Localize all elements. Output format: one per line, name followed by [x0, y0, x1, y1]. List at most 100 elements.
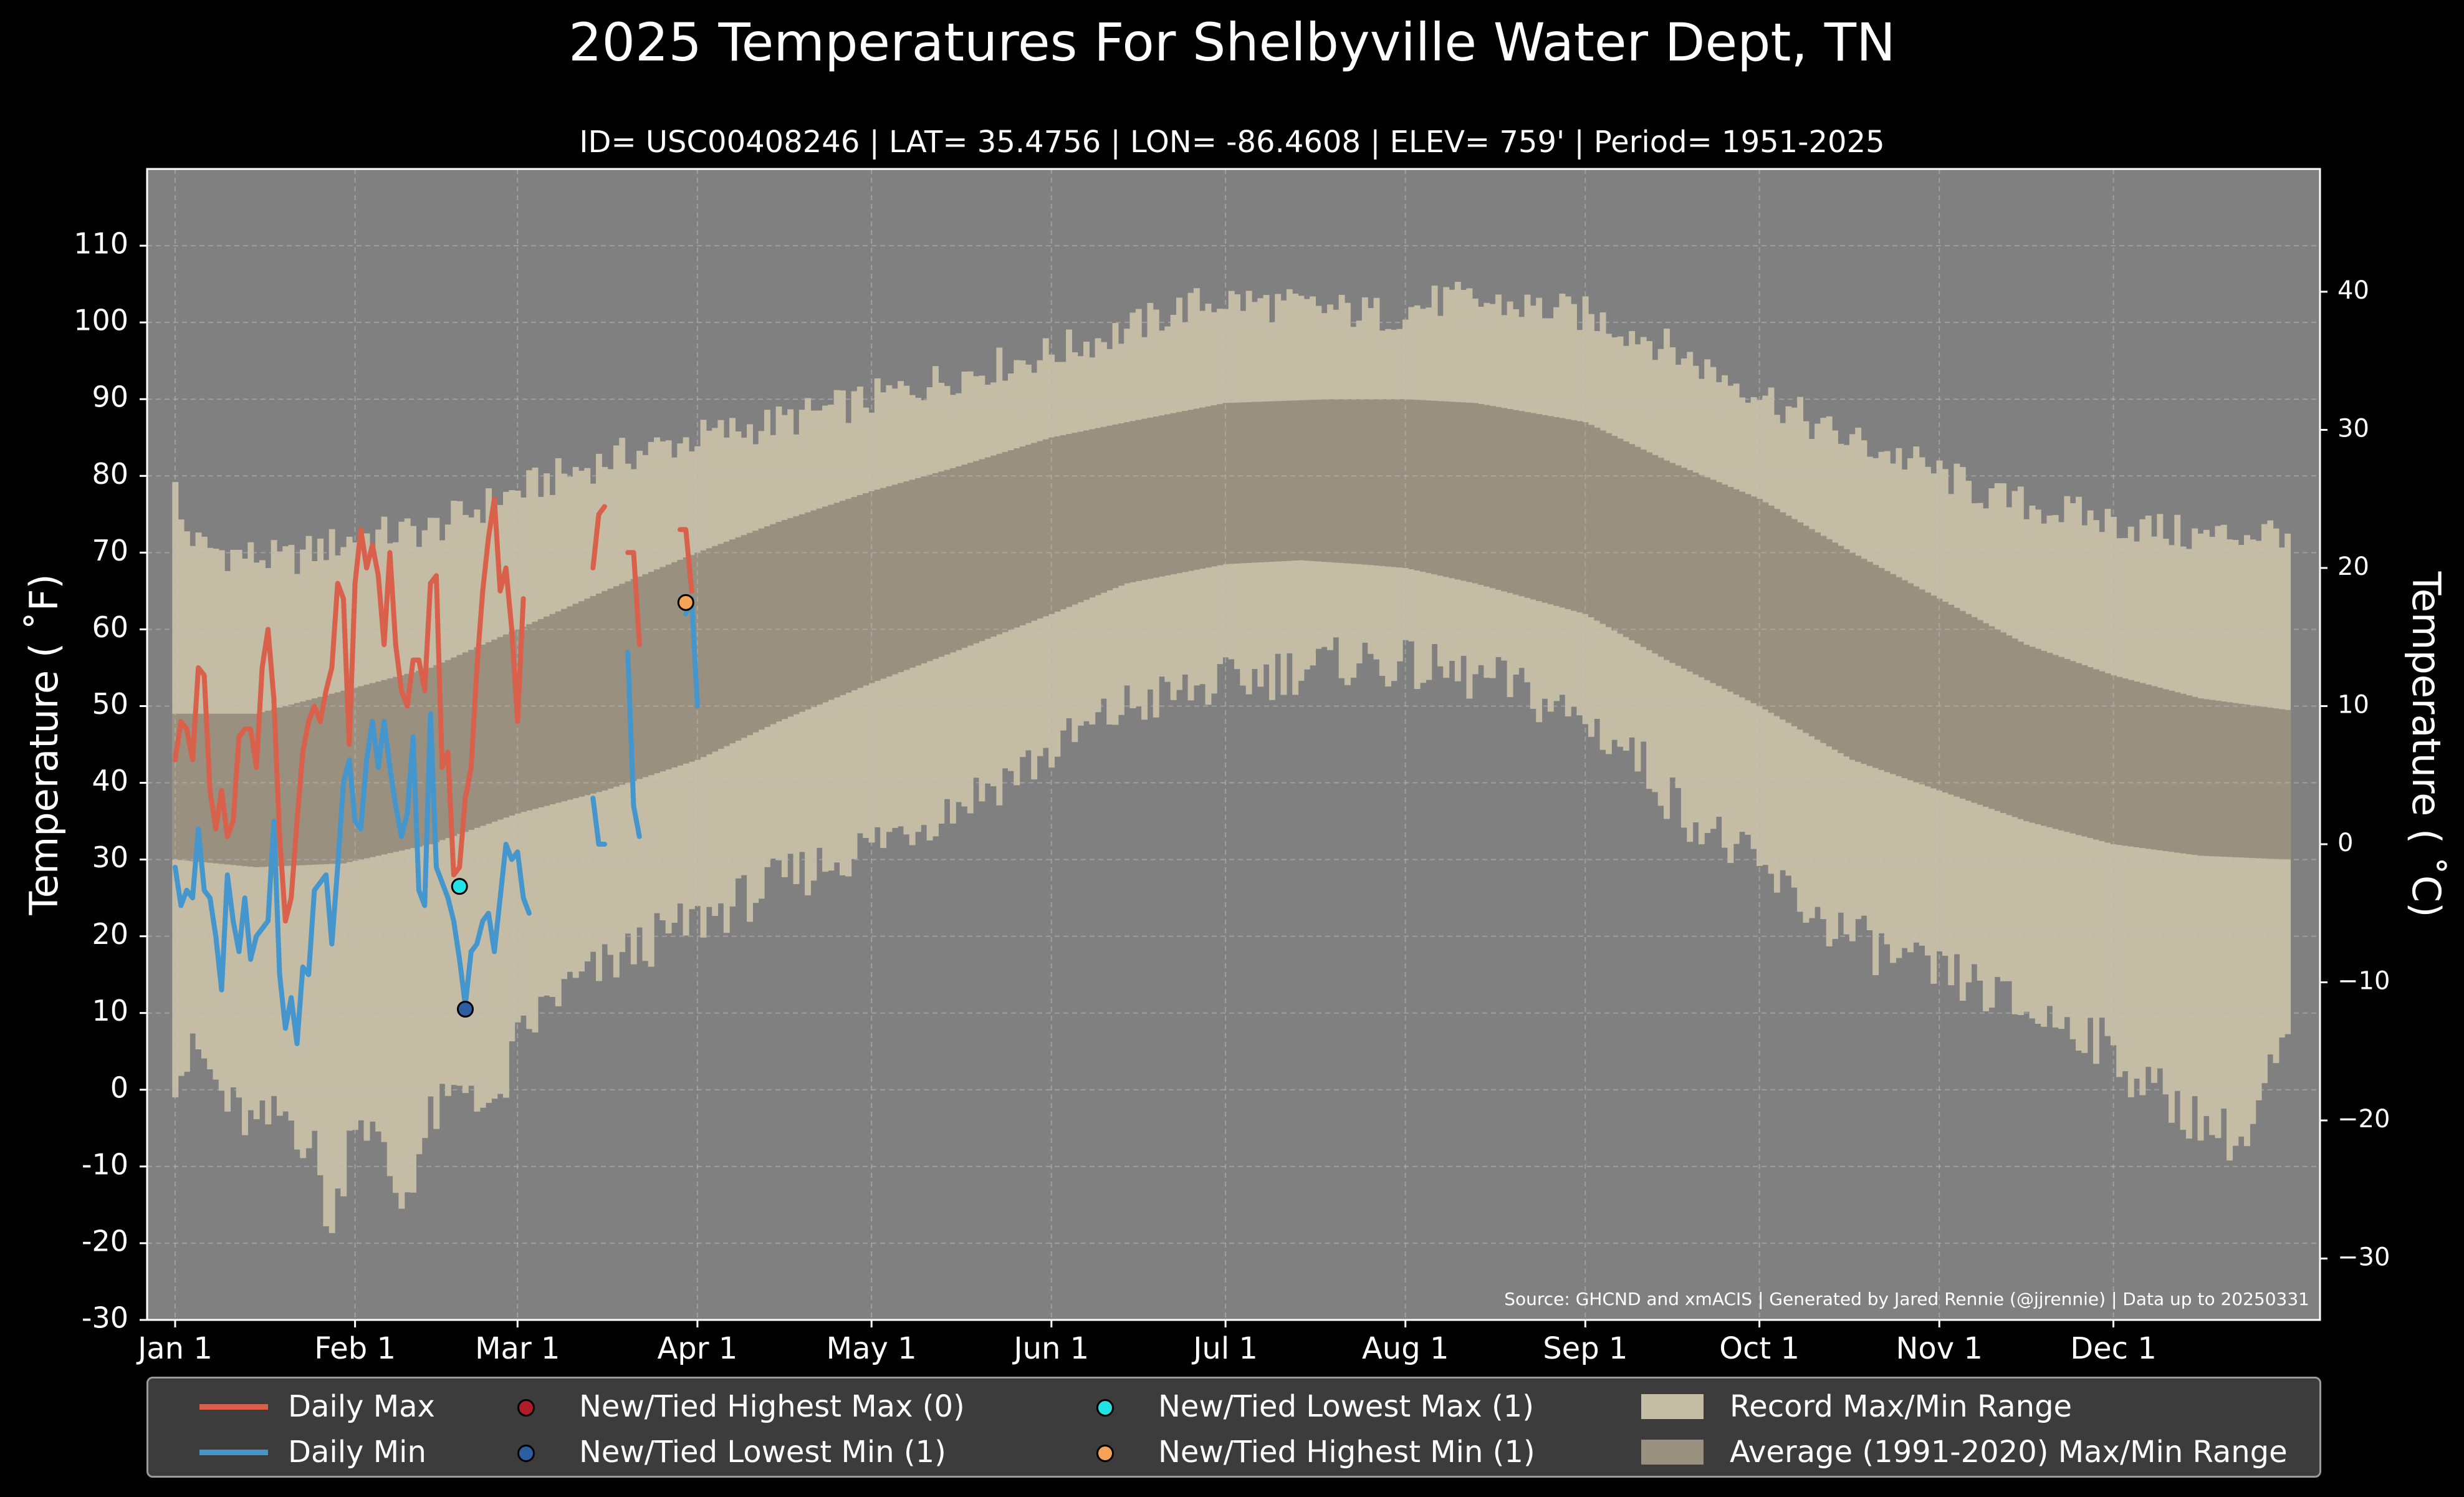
normal-range-bar [996, 453, 1003, 635]
normal-range-bar [335, 692, 341, 864]
normal-range-bar [944, 469, 951, 655]
normal-range-bar [781, 520, 788, 720]
normal-range-bar [798, 514, 805, 712]
normal-range-bar [833, 503, 840, 698]
normal-range-bar [1901, 580, 1908, 779]
normal-range-bar [479, 645, 486, 826]
normal-range-bar [2227, 702, 2233, 857]
normal-range-bar [189, 713, 196, 862]
daily-series [173, 496, 700, 1046]
normal-range-bar [1228, 403, 1235, 564]
normal-range-bar [544, 616, 550, 806]
normal-range-bar [1280, 400, 1287, 562]
normal-range-bar [1048, 437, 1055, 614]
normal-range-bar [2215, 700, 2222, 857]
normal-range-bar [1983, 623, 1989, 807]
normal-range-bar [1396, 399, 1403, 568]
plot-frame [146, 168, 2321, 1321]
normal-range-bar [1042, 439, 1049, 617]
normal-range-bar [381, 680, 388, 855]
normal-range-bar [961, 465, 968, 648]
y-tick-label: 90 [92, 380, 128, 414]
normal-range-bar [1124, 422, 1131, 584]
normal-range-bar [172, 713, 179, 860]
normal-range-bar [671, 562, 678, 768]
normal-range-bar [630, 579, 637, 781]
normal-range-bar [2000, 632, 2006, 813]
y-tick-label: 100 [74, 304, 128, 337]
normal-range-bar [1489, 406, 1496, 589]
normal-range-bar [712, 546, 719, 752]
new-highest-max-marker-swatch [491, 1393, 559, 1420]
normal-range-bar [1025, 445, 1032, 623]
normal-range-bar [1890, 574, 1897, 774]
normal-range-bar [1292, 400, 1299, 561]
normal-range-bar [1164, 414, 1171, 575]
normal-range-bar [1176, 412, 1182, 574]
normal-range-bar [474, 647, 481, 828]
daily-min-line [590, 796, 607, 847]
normal-range-bar [358, 686, 365, 860]
normal-range-bar [520, 627, 527, 812]
legend-label: Record Max/Min Range [1730, 1389, 2073, 1424]
normal-range-bar [578, 601, 585, 797]
daily-min-line-swatch [199, 1438, 268, 1466]
normal-range-bar [1501, 408, 1508, 592]
normal-range-bar [1089, 429, 1096, 598]
normal-range-bar [201, 713, 208, 862]
y-tick-label: -30 [82, 1301, 128, 1335]
normal-range-bar [735, 537, 742, 741]
normal-range-bar [2087, 667, 2094, 839]
normal-range-bar [2162, 689, 2169, 852]
normal-range-bar [1298, 400, 1305, 561]
normal-range-bar [1118, 423, 1124, 586]
normal-range-bar [328, 693, 335, 864]
normal-range-bar [1252, 402, 1258, 563]
y-axis-right: −30 −20 −10 0 10 20 30 40 [2320, 276, 2390, 1272]
normal-range-bar [1454, 402, 1461, 580]
normal-range-bar [1959, 610, 1966, 799]
legend-item-new-highest-min: New/Tied Highest Min (1) [1070, 1430, 1535, 1474]
normal-range-bar [1559, 418, 1566, 608]
normal-range-bar [1617, 438, 1624, 634]
y-tick-label: 70 [92, 534, 128, 567]
normal-range-bar [503, 634, 509, 818]
normal-range-bar [537, 619, 544, 807]
normal-range-bar [764, 526, 770, 727]
legend-label: Average (1991-2020) Max/Min Range [1730, 1435, 2288, 1470]
normal-range-bar [2192, 696, 2198, 855]
normal-range-bar [741, 535, 747, 738]
legend-label: Daily Max [288, 1389, 435, 1424]
normal-range-bar [2011, 638, 2018, 817]
normal-range-bar [2076, 663, 2082, 835]
normal-range-bar [909, 479, 916, 668]
y-right-tick-label: 0 [2337, 829, 2353, 857]
y-right-tick-label: 10 [2337, 690, 2369, 719]
normal-range-bar [2127, 680, 2134, 847]
normal-range-bar [1275, 401, 1282, 562]
normal-range-bar [654, 569, 660, 774]
x-tick-label: Aug 1 [1362, 1331, 1449, 1366]
normal-range-bar [898, 483, 904, 672]
normal-range-bar [874, 489, 881, 681]
normal-range-bar [1240, 402, 1247, 564]
normal-range-bar [1652, 455, 1659, 654]
normal-range-bar [1994, 629, 2001, 811]
normal-range-bar [1356, 399, 1363, 564]
normal-range-bar [2064, 658, 2071, 832]
x-tick-label: Sep 1 [1543, 1331, 1627, 1366]
normal-range-bar [1745, 494, 1752, 701]
normal-range-bar [1391, 399, 1397, 567]
record-markers [451, 594, 694, 1018]
normal-range-bar [444, 660, 451, 839]
normal-range-bar [1866, 562, 1873, 766]
normal-range-bar [1286, 400, 1293, 561]
normal-range-bar [1077, 431, 1084, 602]
normal-range-bar [1054, 436, 1061, 612]
normal-range-bar [1257, 402, 1264, 562]
normal-range-bar [1060, 435, 1067, 610]
normal-range-bar [462, 652, 469, 832]
y-right-tick-label: −10 [2337, 967, 2390, 996]
y-right-tick-label: 30 [2337, 414, 2369, 443]
normal-range-bar [1431, 400, 1438, 575]
